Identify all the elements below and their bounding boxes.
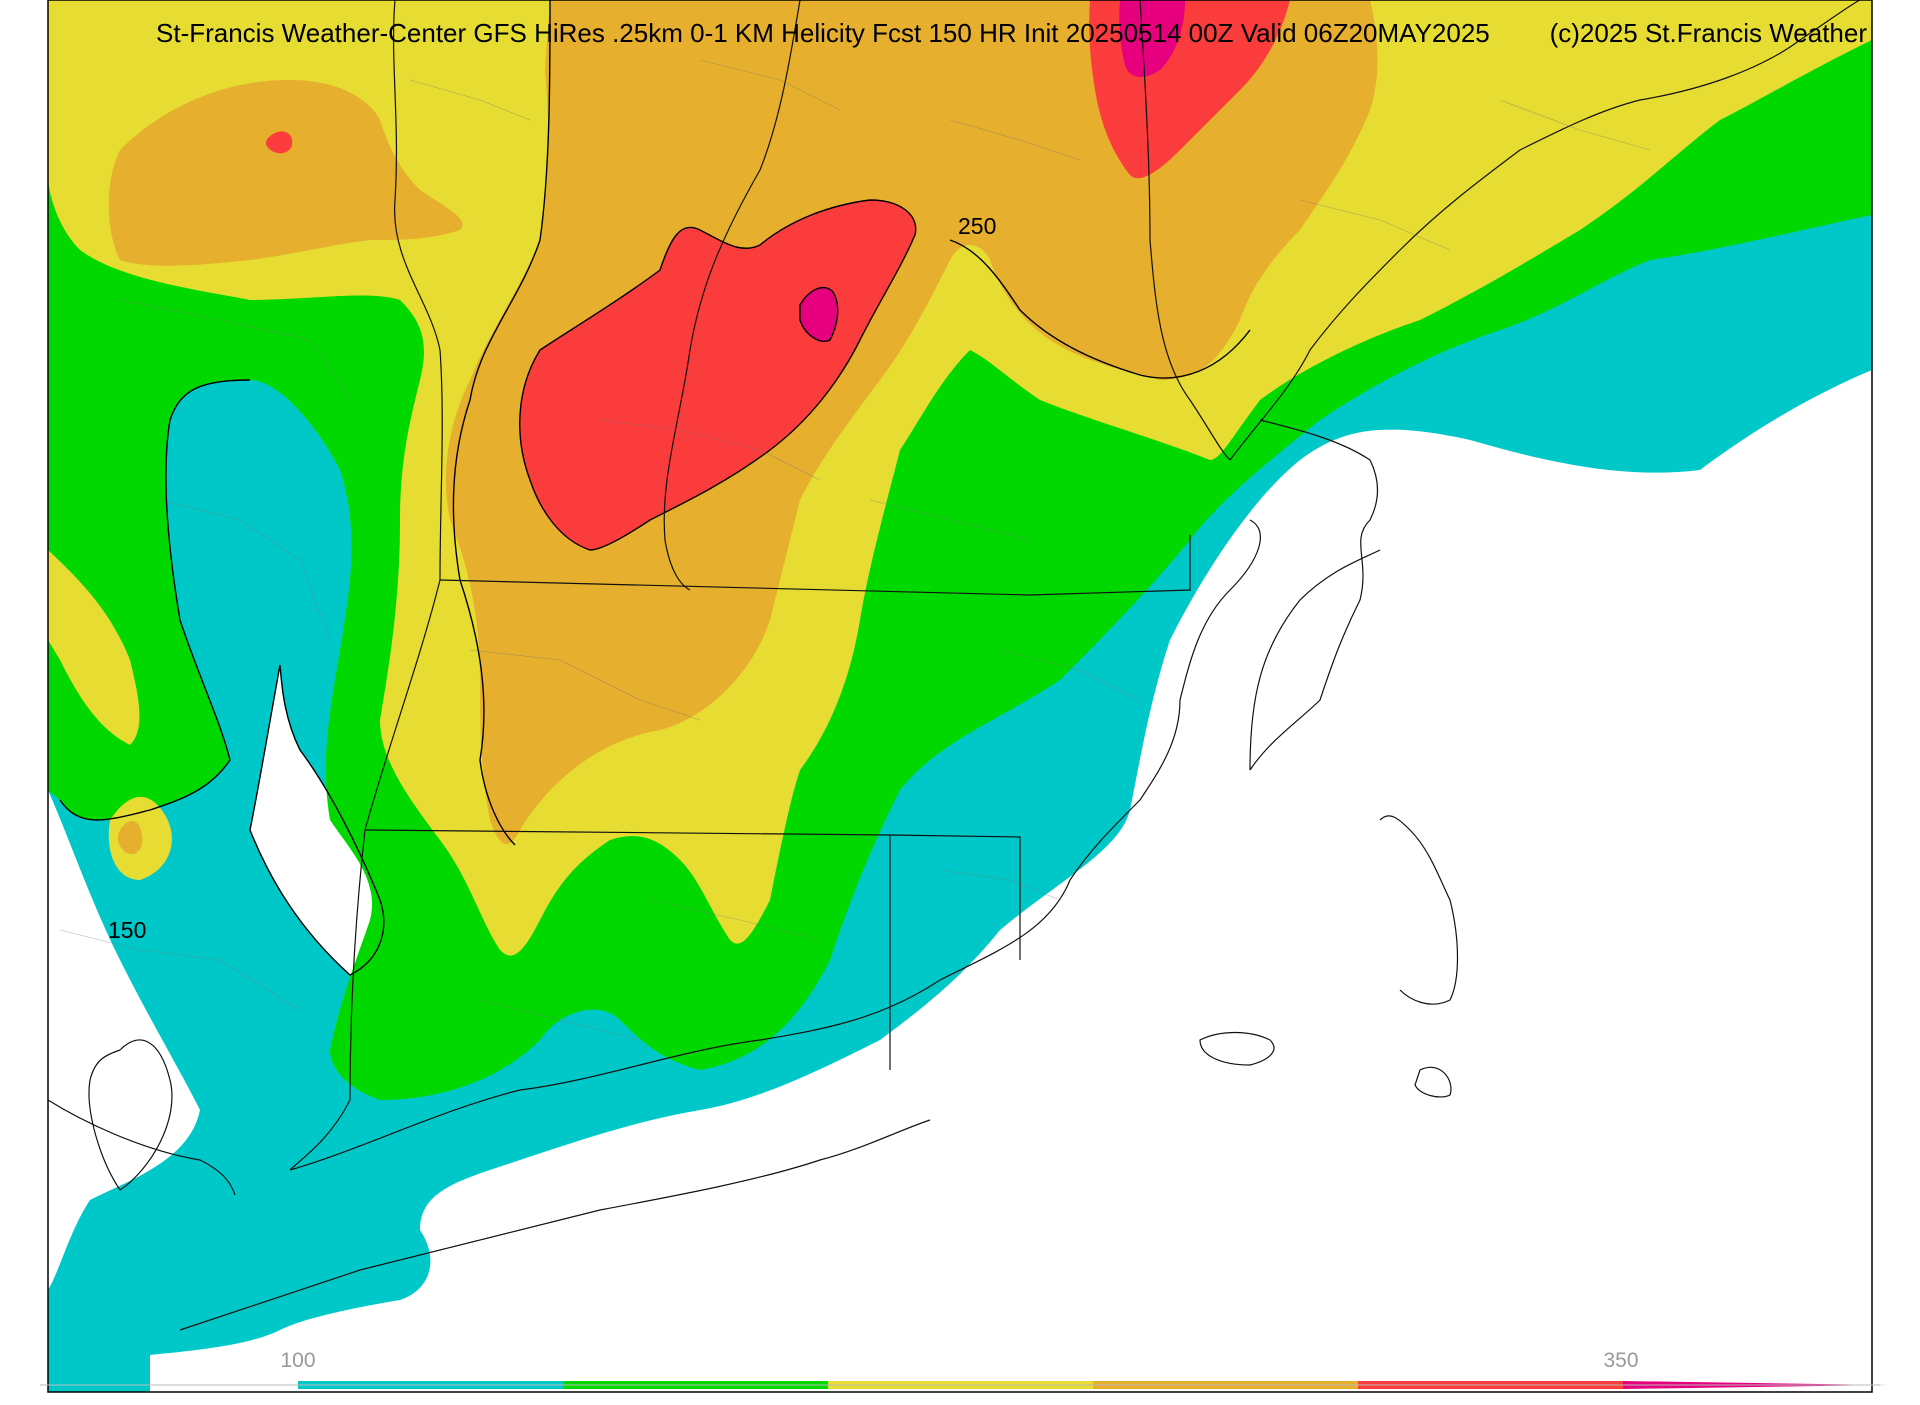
contour-line-250-central	[452, 0, 551, 846]
colorbar: 100 350	[40, 1349, 1888, 1389]
island-nantucket	[1414, 1066, 1452, 1098]
island-martha	[1199, 1031, 1275, 1066]
low-helicity-white-left	[48, 790, 200, 1290]
red-fill-central	[519, 200, 916, 550]
contour-line-100-left	[249, 664, 385, 976]
low-helicity-white-region	[150, 370, 1872, 1392]
county-borders	[59, 59, 1651, 1041]
colorbar-label-low: 100	[280, 1349, 315, 1372]
state-border-ny-vt	[392, 0, 443, 581]
orange-fill-region	[446, 0, 1378, 844]
colorbar-label-high: 350	[1603, 1349, 1638, 1372]
orange-fill-upper-left	[108, 80, 463, 266]
map-frame	[47, 0, 1873, 1393]
nj-border	[47, 1099, 236, 1196]
coastline-southern-ne	[289, 519, 1261, 1171]
state-border-nh-me	[1139, 0, 1231, 461]
state-border-ma-ct	[364, 829, 1021, 960]
contour-line-300-central	[519, 199, 917, 551]
coastline-cape-cod	[1249, 419, 1379, 771]
contour-line-350-central	[799, 286, 839, 342]
pennsylvania-loop	[88, 1039, 173, 1191]
magenta-fill-top	[1119, 0, 1185, 77]
map-title: St-Francis Weather-Center GFS HiRes .25k…	[156, 18, 1490, 48]
long-island-outline	[179, 1119, 931, 1331]
state-border-ny-ct	[289, 579, 441, 1171]
low-helicity-white-sliver	[250, 665, 384, 975]
map-panel: 250 150	[47, 0, 1872, 1392]
contour-line-250-ridge	[949, 239, 1251, 379]
contour-lines	[59, 0, 1251, 976]
state-border-vt-nh	[663, 0, 801, 591]
orange-fill-small-blob	[117, 820, 143, 855]
contour-label-250: 250	[958, 213, 996, 239]
coastline-maine	[1229, 0, 1861, 461]
mid-atlantic-curve	[1249, 549, 1381, 771]
cape-cod-hook	[1379, 815, 1459, 1005]
red-fill-small-blob	[266, 131, 293, 154]
state-border-ma-north	[439, 535, 1191, 596]
contour-line-150-left	[59, 379, 251, 821]
map-credit: (c)2025 St.Francis Weather	[1550, 18, 1868, 48]
contour-label-150: 150	[108, 917, 146, 943]
yellow-fill-left-patch	[48, 550, 140, 745]
geographic-boundaries	[47, 0, 1861, 1331]
magenta-fill-central	[800, 287, 838, 342]
